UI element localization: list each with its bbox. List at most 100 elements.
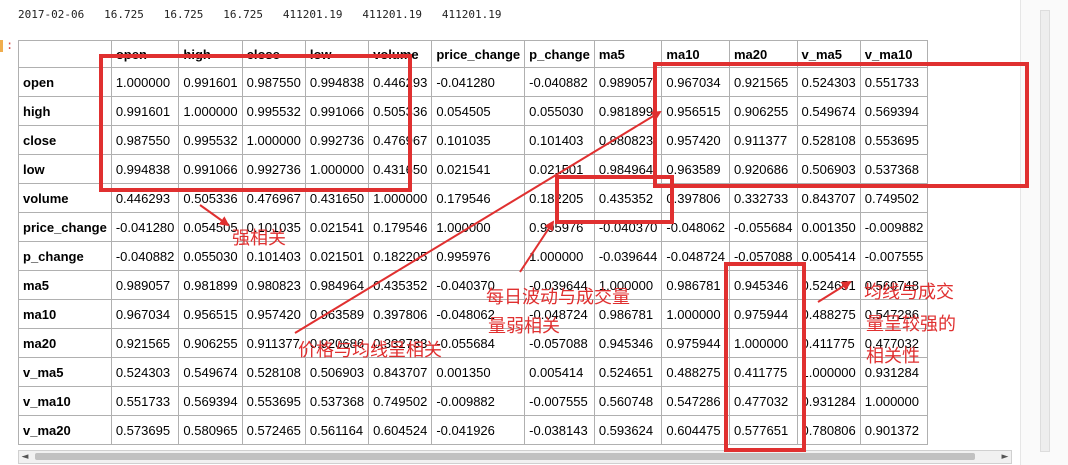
column-header: low: [304, 40, 370, 68]
table-cell: 0.476967: [241, 183, 306, 213]
scroll-right-arrow-icon[interactable]: ►: [1001, 452, 1009, 462]
table-cell: 0.179546: [431, 183, 526, 213]
table-cell: 0.991601: [178, 67, 243, 97]
column-header: ma10: [661, 40, 730, 68]
table-cell: 0.101403: [524, 125, 595, 155]
row-label: p_change: [18, 241, 112, 271]
table-cell: 0.547286: [661, 386, 730, 416]
table-cell: 0.021541: [431, 154, 526, 184]
table-cell: 0.054505: [431, 96, 526, 126]
table-cell: 0.906255: [728, 96, 798, 126]
table-cell: 0.911377: [241, 328, 306, 358]
table-cell: -0.040882: [524, 67, 595, 97]
table-cell: 1.000000: [859, 386, 929, 416]
table-cell: 0.573695: [110, 415, 180, 445]
table-cell: 0.975944: [661, 328, 730, 358]
table-cell: 0.505336: [178, 183, 243, 213]
table-cell: 0.528108: [241, 357, 306, 387]
output-text-line: 2017-02-06 16.725 16.725 16.725 411201.1…: [18, 8, 502, 21]
table-row: open 1.000000 0.991601 0.987550 0.994838 0.44…: [18, 67, 929, 97]
table-cell: 0.945346: [593, 328, 663, 358]
column-header: ma5: [593, 40, 663, 68]
table-cell: 0.780806: [796, 415, 861, 445]
table-cell: 0.989057: [593, 67, 663, 97]
table-cell: 0.431650: [304, 183, 370, 213]
row-label: open: [18, 67, 112, 97]
table-cell: -0.057088: [728, 241, 798, 271]
table-cell: 0.749502: [368, 386, 433, 416]
annotation-ma-volume-line3: 相关性: [866, 346, 920, 367]
table-cell: 0.397806: [368, 299, 433, 329]
table-cell: 0.987550: [241, 67, 306, 97]
table-cell: -0.007555: [524, 386, 595, 416]
table-cell: 0.505336: [368, 96, 433, 126]
table-cell: 0.906255: [178, 328, 243, 358]
table-cell: 0.431650: [368, 154, 433, 184]
table-cell: 0.524303: [796, 67, 861, 97]
table-cell: 0.991066: [304, 96, 370, 126]
table-row: p_change -0.040882 0.055030 0.101403 0.02150…: [18, 241, 929, 271]
table-header-row: open high close low volume price_change p_chan…: [18, 40, 929, 68]
table-cell: -0.048724: [661, 241, 730, 271]
table-cell: 0.524303: [110, 357, 180, 387]
table-cell: 1.000000: [110, 67, 180, 97]
table-cell: 0.577651: [728, 415, 798, 445]
table-cell: 0.488275: [661, 357, 730, 387]
table-cell: 0.911377: [728, 125, 798, 155]
table-row: price_change -0.041280 0.054505 0.101035 0.0…: [18, 212, 929, 242]
column-header: close: [241, 40, 306, 68]
table-cell: 0.921565: [728, 67, 798, 97]
column-header: high: [178, 40, 243, 68]
table-cell: 0.435352: [368, 270, 433, 300]
column-header: volume: [368, 40, 433, 68]
row-label: volume: [18, 183, 112, 213]
table-cell: 0.604475: [661, 415, 730, 445]
table-cell: 0.506903: [796, 154, 861, 184]
table-cell: 0.179546: [368, 212, 433, 242]
table-cell: 1.000000: [431, 212, 526, 242]
row-label: v_ma10: [18, 386, 112, 416]
annotation-ma-volume-line2: 量呈较强的: [866, 314, 956, 335]
table-cell: 0.572465: [241, 415, 306, 445]
vertical-scrollbar[interactable]: [1040, 10, 1050, 452]
table-cell: 0.995532: [178, 125, 243, 155]
table-cell: 0.005414: [524, 357, 595, 387]
table-cell: 0.992736: [304, 125, 370, 155]
table-row: v_ma10 0.551733 0.569394 0.553695 0.537368 0.…: [18, 386, 929, 416]
table-cell: -0.038143: [524, 415, 595, 445]
table-cell: -0.041280: [110, 212, 180, 242]
table-cell: -0.041280: [431, 67, 526, 97]
table-cell: 1.000000: [728, 328, 798, 358]
table-cell: 0.537368: [859, 154, 929, 184]
scroll-left-arrow-icon[interactable]: ◄: [21, 452, 29, 462]
table-row: ma10 0.967034 0.956515 0.957420 0.963589 0.39…: [18, 299, 929, 329]
table-cell: 0.931284: [859, 357, 929, 387]
horizontal-scrollbar[interactable]: ◄ ►: [18, 450, 1012, 464]
table-cell: 0.569394: [859, 96, 929, 126]
table-cell: -0.040370: [593, 212, 663, 242]
table-cell: 0.604524: [368, 415, 433, 445]
table-cell: 0.995532: [241, 96, 306, 126]
table-cell: 0.981899: [178, 270, 243, 300]
table-cell: 0.553695: [859, 125, 929, 155]
annotation-daily-volatility-line1: 每日波动与成交量: [486, 287, 630, 308]
table-row: ma5 0.989057 0.981899 0.980823 0.984964 0.435…: [18, 270, 929, 300]
row-label: price_change: [18, 212, 112, 242]
row-label: low: [18, 154, 112, 184]
table-cell: -0.009882: [859, 212, 929, 242]
column-header: v_ma5: [796, 40, 861, 68]
table-cell: 0.980823: [593, 125, 663, 155]
table-cell: 0.528108: [796, 125, 861, 155]
table-cell: -0.039644: [593, 241, 663, 271]
table-cell: 1.000000: [524, 241, 595, 271]
table-row: high 0.991601 1.000000 0.995532 0.991066 0.50…: [18, 96, 929, 126]
annotation-price-corr: 价格与均线呈相关: [298, 340, 442, 361]
table-cell: 0.991601: [110, 96, 180, 126]
table-cell: -0.041926: [431, 415, 526, 445]
row-label: v_ma5: [18, 357, 112, 387]
table-cell: 0.843707: [796, 183, 861, 213]
row-label: close: [18, 125, 112, 155]
table-cell: 0.553695: [241, 386, 306, 416]
table-cell: 0.967034: [661, 67, 730, 97]
scrollbar-thumb[interactable]: [35, 453, 975, 460]
